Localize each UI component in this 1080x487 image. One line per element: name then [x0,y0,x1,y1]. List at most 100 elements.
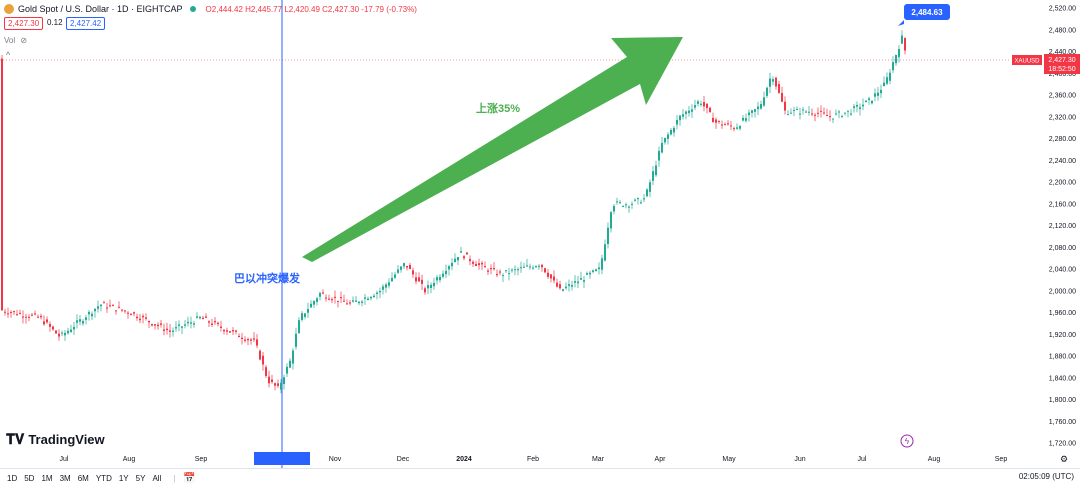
candle-body [367,298,369,301]
range-5y[interactable]: 5Y [135,473,146,483]
candle-body [664,137,666,143]
candle-body [706,103,708,109]
date-range-calendar-icon[interactable]: 📅 [183,472,196,484]
candle-body [427,285,429,289]
candle-body [439,276,441,281]
candle-body [361,301,363,303]
candle-body [85,317,87,320]
candle-body [832,118,834,120]
candle-body [712,117,714,123]
time-axis-label: Aug [123,456,136,463]
events-lightning-icon[interactable] [900,434,914,448]
settings-gear-icon[interactable]: ⚙ [1060,454,1068,464]
candle-body [406,265,408,268]
candle-body [268,376,270,384]
candle-body [517,269,519,271]
range-1y[interactable]: 1Y [118,473,129,483]
candle-body [502,275,504,277]
candle-body [727,123,729,125]
candle-body [814,114,816,116]
range-3m[interactable]: 3M [59,473,71,483]
candle-body [652,171,654,181]
candle-body [760,104,762,109]
range-all[interactable]: All [152,473,162,483]
candle-body [181,326,183,328]
time-axis-label: Nov [329,456,342,463]
candle-body [844,112,846,114]
candle-body [220,326,222,328]
candle-body [682,114,684,117]
sell-price-box[interactable]: 2,427.30 [4,17,44,30]
ohlc-close: C2,427.30 [322,4,360,14]
candle-body [112,305,114,307]
candle-body [121,309,123,311]
candle-body [784,101,786,111]
candle-body [904,38,906,51]
price-axis-label: 2,520.00 [1049,6,1076,13]
candle-body [250,339,252,341]
symbol-legend[interactable]: Gold Spot / U.S. Dollar · 1D · EIGHTCAP … [4,2,417,16]
price-axis-label: 2,000.00 [1049,288,1076,295]
candle-body [211,323,213,325]
utc-clock[interactable]: 02:05:09 (UTC) [1018,472,1074,481]
candle-body [619,202,621,204]
candle-body [208,321,210,323]
price-axis-label: 1,800.00 [1049,397,1076,404]
price-chart[interactable]: 上涨35% 巴以冲突爆发 2,520.002,480.002,440.002,4… [0,0,1080,468]
collapse-legend-icon[interactable]: ^ [6,50,11,60]
candle-body [709,107,711,113]
candle-body [25,316,27,318]
candle-body [115,310,117,312]
candle-body [100,304,102,307]
price-axis-label: 2,480.00 [1049,27,1076,34]
candle-body [562,289,564,291]
candle-body [331,299,333,301]
candle-body [850,113,852,115]
price-axis-label: 2,240.00 [1049,158,1076,165]
candle-body [466,252,468,255]
candle-body [775,77,777,87]
candle-body [1,58,3,311]
candle-body [187,321,189,324]
candle-body [340,297,342,299]
candle-body [754,109,756,112]
candle-body [76,320,78,323]
price-axis-label: 2,200.00 [1049,180,1076,187]
candle-body [883,82,885,86]
tradingview-logo[interactable]: 𝐓𝐕 TradingView [6,431,105,448]
volume-legend[interactable]: Vol ⊘ [4,36,27,45]
rise-arrow[interactable] [302,37,683,262]
candle-body [67,330,69,334]
buy-price-box[interactable]: 2,427.42 [66,17,106,30]
candle-body [532,267,534,269]
eye-hidden-icon[interactable]: ⊘ [20,36,28,45]
candle-body [700,103,702,105]
candle-body [403,263,405,267]
candle-body [796,109,798,111]
price-axis-label: 2,040.00 [1049,267,1076,274]
candle-body [577,281,579,284]
candle-body [799,113,801,115]
range-6m[interactable]: 6M [77,473,89,483]
range-1d[interactable]: 1D [7,473,18,483]
candle-body [607,227,609,245]
volume-label: Vol [4,36,16,45]
range-5d[interactable]: 5D [24,473,35,483]
price-axis: 2,520.00 2,480.00 2,440.00 2,400.00 2,360.00… [1049,6,1076,448]
candle-body [547,272,549,277]
candle-body [418,277,420,282]
candle-body [97,306,99,309]
range-ytd[interactable]: YTD [95,473,112,483]
candle-body [232,330,234,332]
brand-name: TradingView [28,432,105,447]
candle-body [442,273,444,277]
time-axis-label: Mar [592,456,605,463]
candle-body [19,312,21,314]
candle-body [46,319,48,323]
candle-body [298,320,300,334]
range-1m[interactable]: 1M [41,473,53,483]
candle-body [892,62,894,71]
price-axis-label: 1,960.00 [1049,310,1076,317]
candle-body [565,286,567,289]
candle-body [397,269,399,273]
